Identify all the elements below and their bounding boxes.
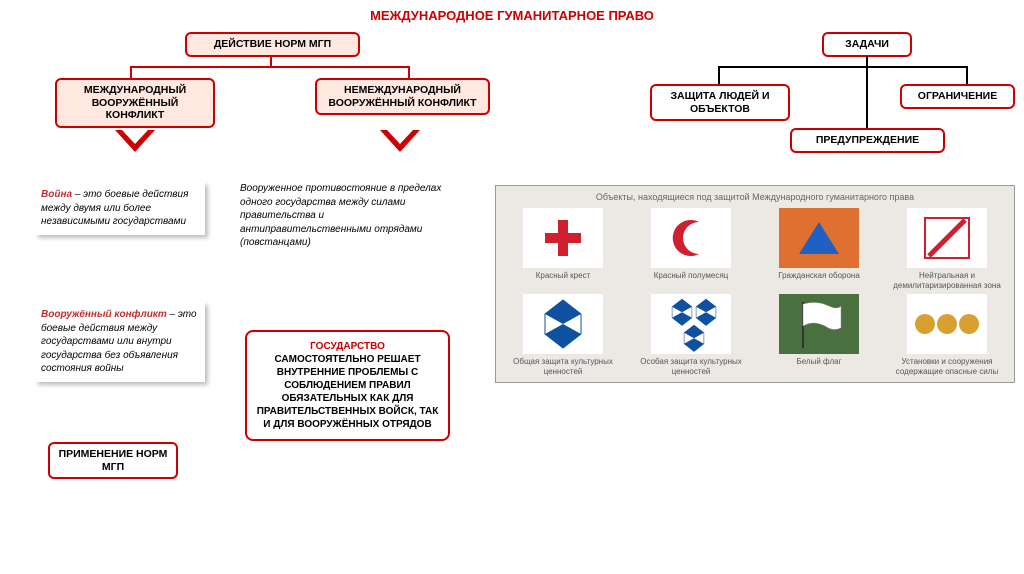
task-prevention: ПРЕДУПРЕЖДЕНИЕ <box>790 128 945 153</box>
connector <box>718 66 968 68</box>
arrow-icon <box>115 130 155 152</box>
war-title: Война <box>41 189 72 200</box>
state-text: САМОСТОЯТЕЛЬНО РЕШАЕТ ВНУТРЕННИЕ ПРОБЛЕМ… <box>255 353 440 431</box>
state-title: ГОСУДАРСТВО <box>255 340 440 353</box>
red-cross-icon <box>523 208 603 268</box>
conflict-definition: Вооружённый конфликт – это боевые действ… <box>35 302 205 382</box>
red-crescent-item: Красный полумесяц <box>630 208 752 290</box>
protected-title: Объекты, находящиеся под защитой Междуна… <box>502 192 1008 202</box>
connector <box>130 66 132 78</box>
connector <box>718 66 720 84</box>
war-definition: Война – это боевые действия между двумя … <box>35 182 205 235</box>
task-limitation: ОГРАНИЧЕНИЕ <box>900 84 1015 109</box>
apply-norms: ПРИМЕНЕНИЕ НОРМ МГП <box>48 442 178 479</box>
white-flag-item: Белый флаг <box>758 294 880 376</box>
non-intl-conflict: НЕМЕЖДУНАРОДНЫЙ ВООРУЖЁННЫЙ КОНФЛИКТ <box>315 78 490 115</box>
intl-conflict: МЕЖДУНАРОДНЫЙ ВООРУЖЁННЫЙ КОНФЛИКТ <box>55 78 215 128</box>
tasks-header: ЗАДАЧИ <box>822 32 912 57</box>
red-crescent-icon <box>651 208 731 268</box>
red-cross-item: Красный крест <box>502 208 624 290</box>
norms-header: ДЕЙСТВИЕ НОРМ МГП <box>185 32 360 57</box>
dangerous-forces-item: Установки и сооружения содержащие опасны… <box>886 294 1008 376</box>
neutral-zone-icon <box>907 208 987 268</box>
arrow-icon <box>380 130 420 152</box>
neutral-zone-item: Нейтральная и демилитаризированная зона <box>886 208 1008 290</box>
connector <box>130 66 410 68</box>
civil-defense-icon <box>779 208 859 268</box>
conflict-title: Вооружённый конфликт <box>41 309 167 320</box>
task-protection: ЗАЩИТА ЛЮДЕЙ И ОБЪЕКТОВ <box>650 84 790 121</box>
state-box: ГОСУДАРСТВО САМОСТОЯТЕЛЬНО РЕШАЕТ ВНУТРЕ… <box>245 330 450 441</box>
connector <box>866 66 868 128</box>
connector <box>966 66 968 84</box>
cultural-special-item: Особая защита культурных ценностей <box>630 294 752 376</box>
connector <box>866 56 868 66</box>
cultural-special-icon <box>651 294 731 354</box>
connector <box>408 66 410 78</box>
opposition-definition: Вооруженное противостояние в пределах од… <box>240 182 450 250</box>
connector <box>270 56 272 66</box>
cultural-general-icon <box>523 294 603 354</box>
cultural-general-item: Общая защита культурных ценностей <box>502 294 624 376</box>
white-flag-icon <box>779 294 859 354</box>
protected-panel: Объекты, находящиеся под защитой Междуна… <box>495 185 1015 383</box>
main-title: МЕЖДУНАРОДНОЕ ГУМАНИТАРНОЕ ПРАВО <box>0 0 1024 23</box>
dangerous-forces-icon <box>907 294 987 354</box>
civil-defense-item: Гражданская оборона <box>758 208 880 290</box>
